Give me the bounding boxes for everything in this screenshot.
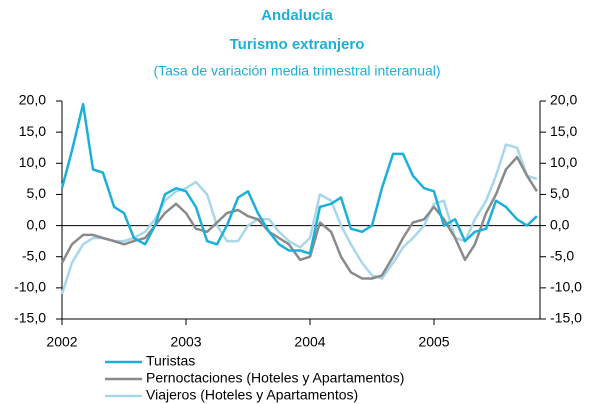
y2-tick-label: -15,0 — [550, 310, 582, 326]
legend-label: Viajeros (Hoteles y Apartamentos) — [146, 387, 358, 403]
legend-label: Turistas — [146, 353, 195, 369]
y2-tick-label: 20,0 — [550, 92, 577, 108]
y2-tick-label: 15,0 — [550, 123, 577, 139]
y-tick-label: -5,0 — [22, 247, 46, 263]
series-line — [60, 102, 538, 255]
y-tick-label: 0,0 — [27, 216, 47, 232]
x-tick-label: 2005 — [418, 334, 449, 350]
x-tick-label: 2004 — [294, 334, 325, 350]
series-line — [60, 143, 538, 295]
y2-tick-label: 10,0 — [550, 154, 577, 170]
x-tick-label: 2003 — [170, 334, 201, 350]
y-tick-label: 10,0 — [19, 154, 46, 170]
y2-tick-label: -10,0 — [550, 279, 582, 295]
y2-tick-label: -5,0 — [550, 247, 574, 263]
y-tick-label: -10,0 — [14, 279, 46, 295]
y-tick-label: 5,0 — [27, 185, 47, 201]
y-tick-label: 15,0 — [19, 123, 46, 139]
y2-tick-label: 5,0 — [550, 185, 570, 201]
y-tick-label: -15,0 — [14, 310, 46, 326]
chart-note: (Tasa de variación media trimestral inte… — [153, 63, 440, 79]
series-line — [60, 155, 538, 280]
y-tick-label: 20,0 — [19, 92, 46, 108]
x-tick-label: 2002 — [46, 334, 77, 350]
legend-label: Pernoctaciones (Hoteles y Apartamentos) — [146, 370, 404, 386]
chart-subtitle: Turismo extranjero — [230, 36, 365, 53]
y2-tick-label: 0,0 — [550, 216, 570, 232]
chart-title: Andalucía — [261, 7, 333, 24]
